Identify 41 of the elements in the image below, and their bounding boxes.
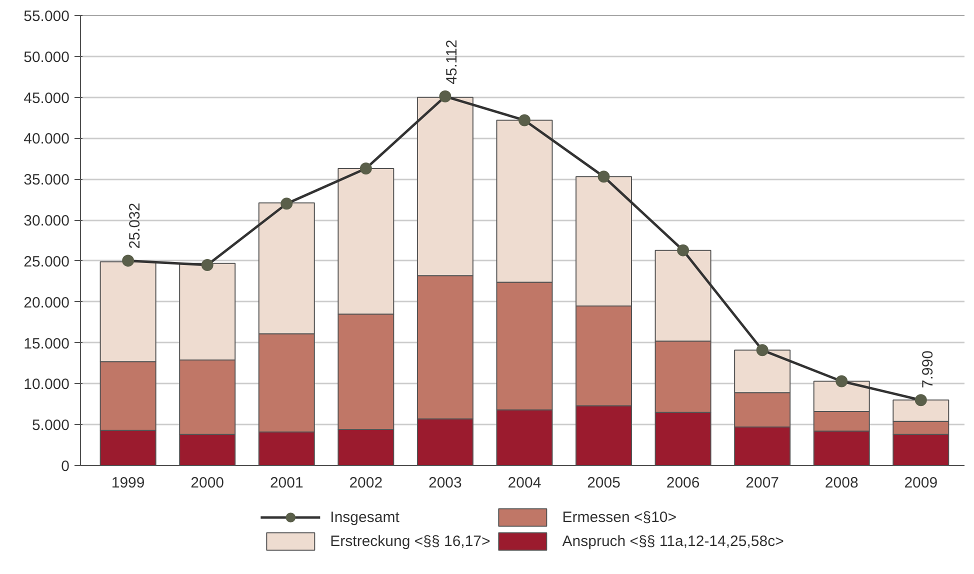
y-tick-label: 25.000 xyxy=(24,253,70,270)
legend-label: Erstreckung <§§ 16,17> xyxy=(330,532,490,550)
x-tick-label: 1999 xyxy=(111,474,145,492)
point xyxy=(360,162,372,174)
point xyxy=(280,198,293,210)
x-tick-label: 2004 xyxy=(508,474,542,492)
y-tick-label: 10.000 xyxy=(24,376,70,394)
data-label: 25.032 xyxy=(126,202,144,249)
x-tick-label: 2008 xyxy=(824,474,858,492)
point xyxy=(201,259,214,272)
point xyxy=(677,244,690,256)
point xyxy=(122,254,134,267)
x-tick-label: 2001 xyxy=(270,474,304,492)
y-tick-label: 5.000 xyxy=(32,417,70,434)
x-tick-label: 2007 xyxy=(746,474,780,492)
y-tick-label: 45.000 xyxy=(24,90,70,107)
legend-label: Insgesamt xyxy=(330,508,400,526)
y-tick-label: 50.000 xyxy=(24,48,70,66)
y-tick-label: 35.000 xyxy=(24,172,70,189)
y-tick-label: 20.000 xyxy=(24,294,70,312)
y-tick-label: 30.000 xyxy=(24,212,70,230)
x-tick-label: 2009 xyxy=(904,474,938,492)
legend-label: Ermessen <§10> xyxy=(562,508,677,526)
point xyxy=(598,170,610,183)
x-tick-label: 2006 xyxy=(666,474,700,492)
point xyxy=(439,90,452,102)
data-label: 7.990 xyxy=(919,350,936,388)
x-tick-label: 2002 xyxy=(349,474,383,492)
point xyxy=(914,394,927,406)
y-tick-label: 0 xyxy=(61,458,70,475)
x-tick-label: 2003 xyxy=(428,474,462,492)
point xyxy=(518,114,530,126)
data-label: 45.112 xyxy=(444,40,461,84)
point xyxy=(756,344,768,356)
y-tick-label: 55.000 xyxy=(24,8,70,25)
point xyxy=(836,375,848,388)
x-tick-label: 2005 xyxy=(587,474,620,492)
legend-label: Anspruch <§§ 11a,12-14,25,58c> xyxy=(562,532,784,550)
x-tick-label: 2000 xyxy=(190,474,224,492)
y-tick-label: 15.000 xyxy=(24,335,70,352)
y-tick-label: 40.000 xyxy=(24,130,70,148)
